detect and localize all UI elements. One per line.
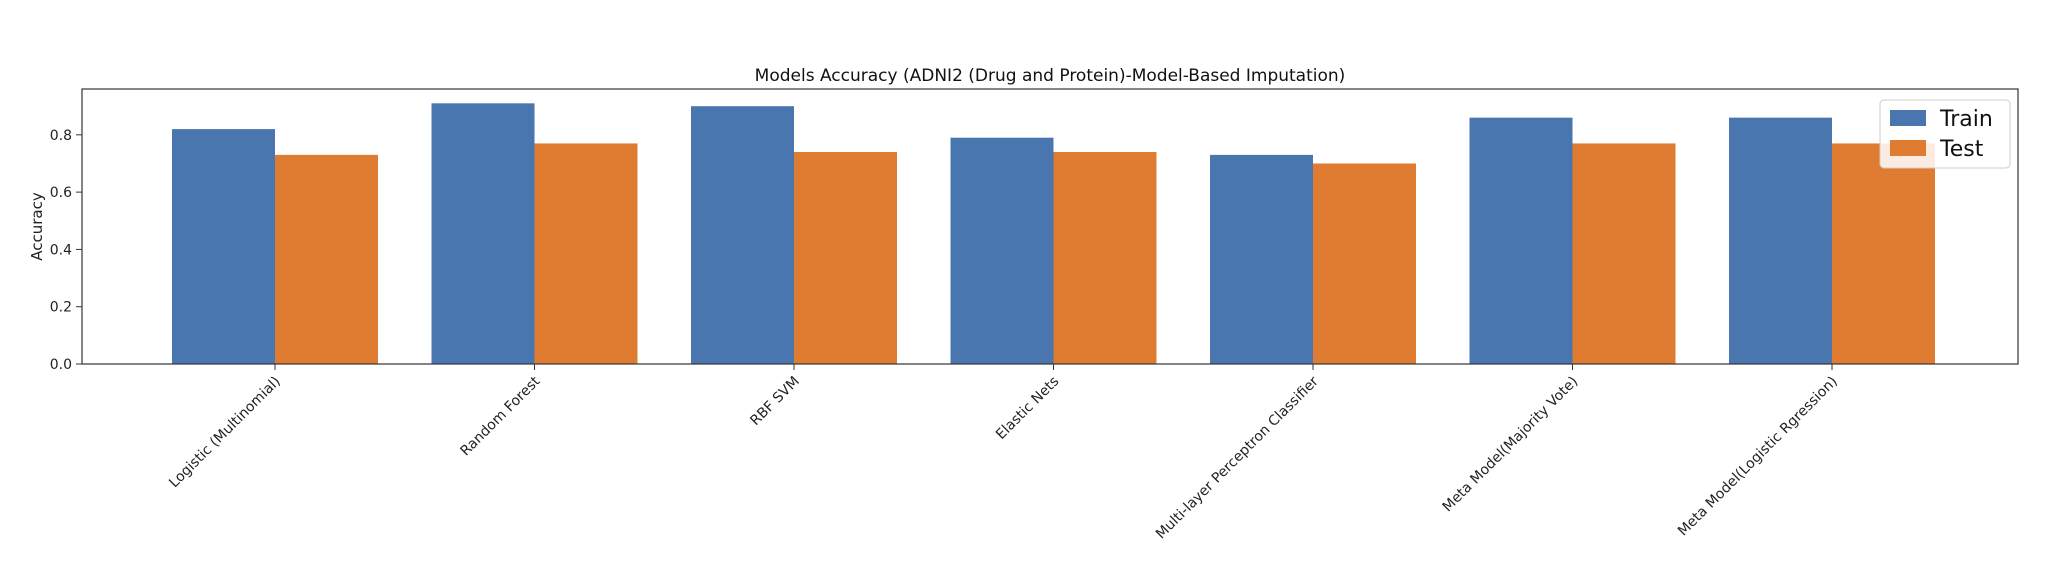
x-tick-label: Meta Model(Logistic Rgression) [1675, 374, 1841, 540]
bar-test-0 [275, 154, 378, 364]
x-tick-label: RBF SVM [747, 374, 802, 429]
x-tick-label: Multi-layer Perceptron Classifier [1153, 373, 1322, 542]
legend-label-train: Train [1939, 107, 1993, 132]
bar-test-6 [1832, 143, 1935, 364]
y-tick-label: 0.4 [50, 242, 72, 258]
legend-label-test: Test [1939, 137, 1984, 162]
bar-train-6 [1729, 117, 1832, 364]
legend: Train Test [1879, 99, 2011, 169]
bar-test-5 [1572, 143, 1676, 364]
y-tick-label: 0.0 [50, 357, 72, 373]
bar-test-4 [1313, 163, 1416, 364]
bars-layer [172, 103, 1935, 365]
x-tick-label: Logistic (Multinomial) [166, 374, 284, 492]
legend-swatch-train [1890, 110, 1926, 126]
bar-train-2 [691, 106, 794, 364]
y-axis: 0.0 0.2 0.4 0.6 0.8 [50, 128, 82, 373]
x-axis: Logistic (Multinomial) Random Forest RBF S… [166, 364, 1841, 542]
bar-test-3 [1053, 152, 1157, 364]
bar-train-5 [1469, 117, 1573, 364]
x-tick-label: Random Forest [457, 373, 543, 459]
bar-train-3 [950, 137, 1054, 364]
bar-train-4 [1210, 154, 1313, 364]
y-tick-label: 0.2 [50, 300, 72, 316]
bar-test-1 [534, 143, 638, 364]
y-tick-label: 0.8 [50, 128, 72, 144]
x-tick-label: Meta Model(Majority Vote) [1440, 374, 1582, 516]
y-axis-label: Accuracy [28, 192, 46, 261]
bar-test-2 [794, 152, 897, 364]
chart-title: Models Accuracy (ADNI2 (Drug and Protein… [755, 66, 1346, 86]
bar-train-0 [172, 129, 275, 364]
y-tick-label: 0.6 [50, 185, 72, 201]
x-tick-label: Elastic Nets [993, 374, 1062, 443]
bar-train-1 [431, 103, 535, 365]
legend-swatch-test [1890, 140, 1926, 156]
plot-frame [81, 88, 2019, 365]
